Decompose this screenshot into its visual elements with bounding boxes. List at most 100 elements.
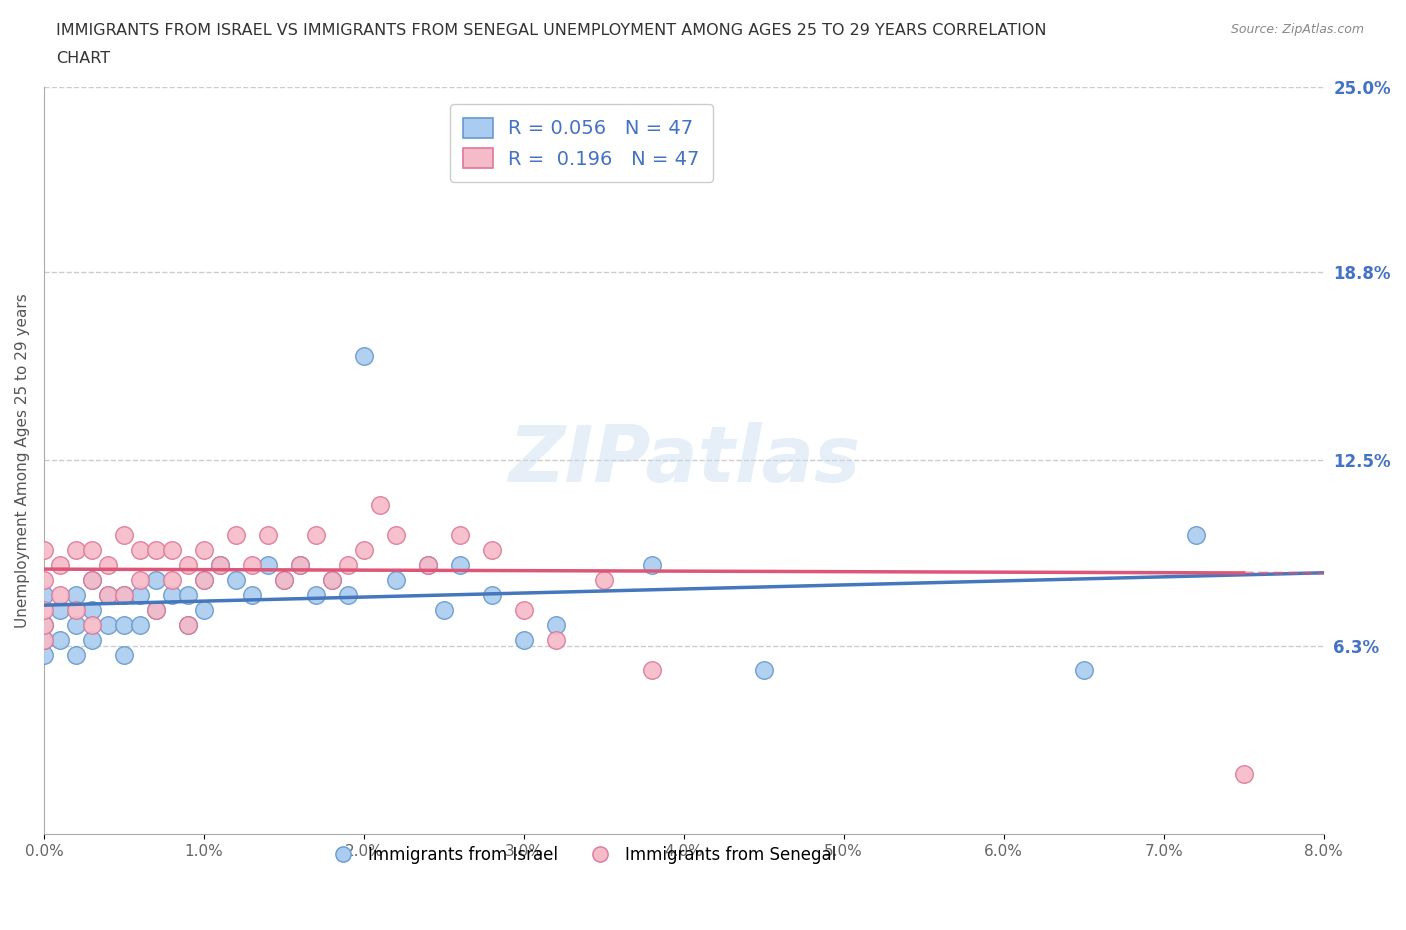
Point xyxy=(65,588,87,603)
Point xyxy=(449,558,471,573)
Point xyxy=(592,573,614,588)
Point xyxy=(145,603,167,618)
Point xyxy=(145,573,167,588)
Point xyxy=(752,662,775,677)
Point xyxy=(32,647,55,662)
Point xyxy=(305,588,328,603)
Point xyxy=(128,543,150,558)
Point xyxy=(449,527,471,542)
Point xyxy=(97,588,120,603)
Point xyxy=(193,603,215,618)
Point xyxy=(32,543,55,558)
Point xyxy=(433,603,456,618)
Point xyxy=(416,558,439,573)
Point xyxy=(416,558,439,573)
Point xyxy=(128,588,150,603)
Point xyxy=(240,588,263,603)
Point xyxy=(177,588,200,603)
Text: IMMIGRANTS FROM ISRAEL VS IMMIGRANTS FROM SENEGAL UNEMPLOYMENT AMONG AGES 25 TO : IMMIGRANTS FROM ISRAEL VS IMMIGRANTS FRO… xyxy=(56,23,1046,38)
Point xyxy=(257,558,280,573)
Point xyxy=(193,543,215,558)
Point xyxy=(225,573,247,588)
Text: Source: ZipAtlas.com: Source: ZipAtlas.com xyxy=(1230,23,1364,36)
Point xyxy=(160,573,183,588)
Point xyxy=(385,527,408,542)
Point xyxy=(336,588,359,603)
Point xyxy=(1184,527,1206,542)
Point xyxy=(208,558,231,573)
Point xyxy=(288,558,311,573)
Point xyxy=(80,573,103,588)
Point xyxy=(80,603,103,618)
Point xyxy=(49,603,72,618)
Point xyxy=(97,588,120,603)
Point xyxy=(353,349,375,364)
Point xyxy=(481,543,503,558)
Point xyxy=(225,527,247,542)
Point xyxy=(49,588,72,603)
Point xyxy=(65,603,87,618)
Point xyxy=(65,543,87,558)
Point xyxy=(177,618,200,632)
Point xyxy=(128,573,150,588)
Point xyxy=(193,573,215,588)
Point xyxy=(32,618,55,632)
Point xyxy=(49,558,72,573)
Point xyxy=(336,558,359,573)
Point xyxy=(32,632,55,647)
Point xyxy=(112,618,135,632)
Point xyxy=(641,662,664,677)
Point xyxy=(32,588,55,603)
Point xyxy=(273,573,295,588)
Point xyxy=(112,527,135,542)
Point xyxy=(321,573,343,588)
Point xyxy=(80,618,103,632)
Point xyxy=(32,632,55,647)
Point xyxy=(128,618,150,632)
Point xyxy=(481,588,503,603)
Point xyxy=(544,632,567,647)
Point xyxy=(32,603,55,618)
Point xyxy=(145,603,167,618)
Point xyxy=(49,632,72,647)
Point xyxy=(240,558,263,573)
Point xyxy=(160,543,183,558)
Point xyxy=(177,558,200,573)
Point xyxy=(513,632,536,647)
Point xyxy=(321,573,343,588)
Point xyxy=(1233,766,1256,781)
Point xyxy=(80,543,103,558)
Point xyxy=(97,558,120,573)
Point xyxy=(145,543,167,558)
Point xyxy=(385,573,408,588)
Point xyxy=(641,558,664,573)
Point xyxy=(80,632,103,647)
Point xyxy=(65,647,87,662)
Point xyxy=(257,527,280,542)
Point xyxy=(160,588,183,603)
Legend: Immigrants from Israel, Immigrants from Senegal: Immigrants from Israel, Immigrants from … xyxy=(321,839,842,870)
Y-axis label: Unemployment Among Ages 25 to 29 years: Unemployment Among Ages 25 to 29 years xyxy=(15,293,30,628)
Point xyxy=(513,603,536,618)
Point xyxy=(368,498,391,512)
Text: ZIPatlas: ZIPatlas xyxy=(508,422,860,498)
Point xyxy=(273,573,295,588)
Point xyxy=(112,588,135,603)
Point xyxy=(208,558,231,573)
Point xyxy=(80,573,103,588)
Point xyxy=(544,618,567,632)
Point xyxy=(97,618,120,632)
Point xyxy=(1073,662,1095,677)
Point xyxy=(32,573,55,588)
Point xyxy=(305,527,328,542)
Point xyxy=(32,618,55,632)
Point xyxy=(112,647,135,662)
Point xyxy=(112,588,135,603)
Point xyxy=(193,573,215,588)
Point xyxy=(353,543,375,558)
Point xyxy=(65,618,87,632)
Point xyxy=(177,618,200,632)
Text: CHART: CHART xyxy=(56,51,110,66)
Point xyxy=(672,125,695,140)
Point xyxy=(288,558,311,573)
